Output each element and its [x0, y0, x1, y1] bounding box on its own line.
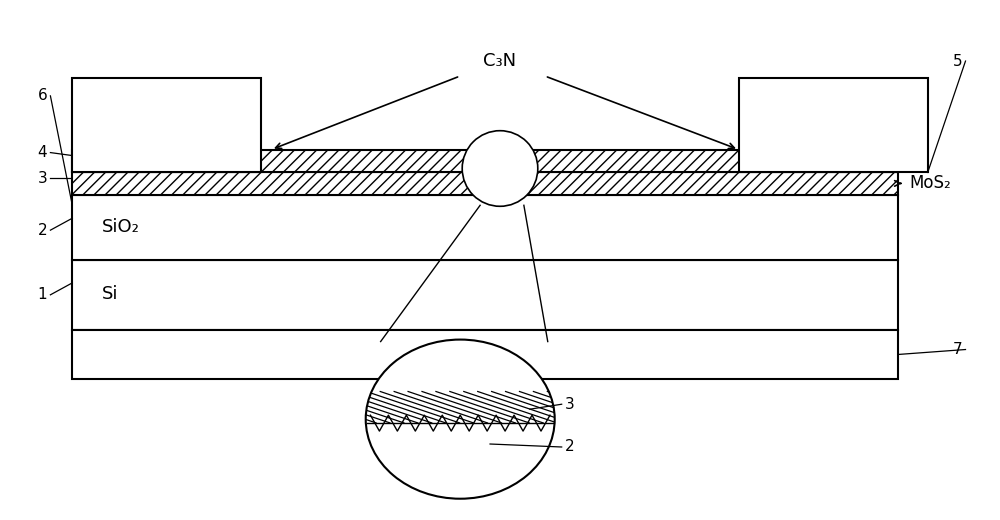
Bar	[72, 150, 898, 173]
Text: D: D	[824, 113, 843, 137]
Text: 1: 1	[38, 288, 47, 302]
Bar	[72, 78, 261, 173]
Text: 3: 3	[565, 397, 574, 412]
Text: 7: 7	[953, 342, 962, 357]
Text: S: S	[159, 113, 175, 137]
Text: 2: 2	[38, 223, 47, 238]
Text: SiO₂: SiO₂	[102, 218, 140, 236]
Text: C₃N: C₃N	[483, 52, 517, 70]
Bar	[72, 260, 898, 330]
Bar	[739, 78, 928, 173]
Text: MoS₂: MoS₂	[910, 174, 952, 192]
Text: 3: 3	[38, 171, 47, 186]
Bar	[72, 330, 898, 380]
Text: 4: 4	[38, 145, 47, 160]
Ellipse shape	[462, 131, 538, 206]
Text: 5: 5	[953, 54, 962, 69]
Ellipse shape	[366, 340, 555, 499]
Text: Si: Si	[102, 285, 119, 303]
Bar	[72, 196, 898, 260]
Bar	[72, 173, 898, 196]
Text: 2: 2	[565, 439, 574, 454]
Text: 6: 6	[38, 88, 47, 103]
